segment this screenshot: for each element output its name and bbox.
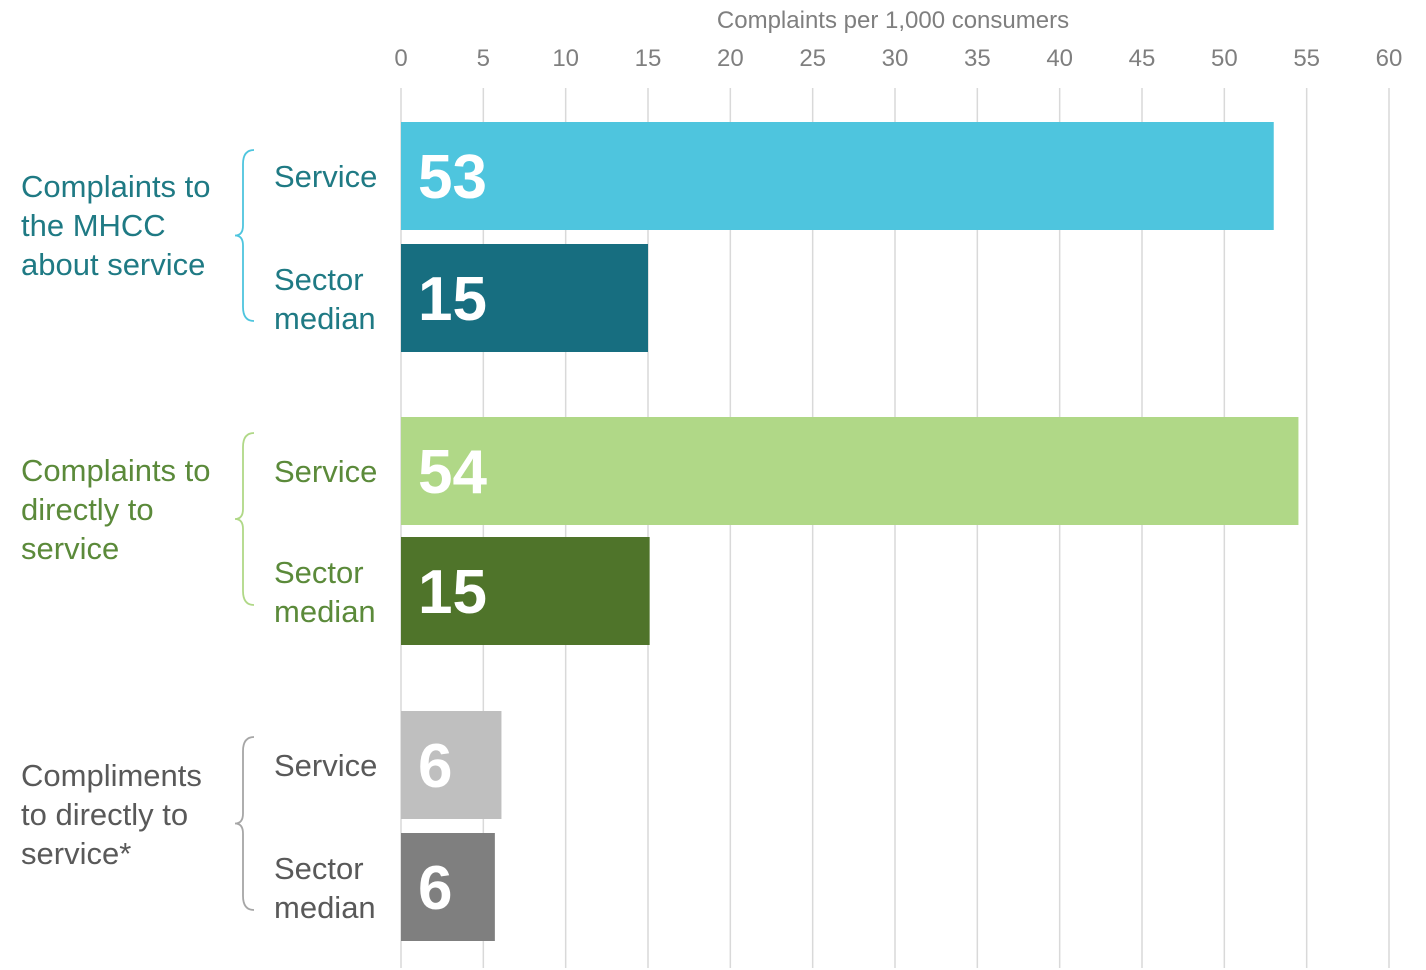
x-tick-label: 35 <box>964 45 991 72</box>
bar <box>401 122 1274 230</box>
bar-value-label: 54 <box>418 438 487 507</box>
group-brace <box>234 149 255 322</box>
x-tick-label: 45 <box>1129 45 1156 72</box>
x-tick-label: 60 <box>1376 45 1403 72</box>
x-tick-label: 15 <box>635 45 662 72</box>
bar-value-label: 6 <box>418 732 452 801</box>
group-brace <box>234 736 255 911</box>
x-tick-label: 25 <box>799 45 826 72</box>
x-tick-label: 10 <box>552 45 579 72</box>
bar-row-label: Service <box>274 159 377 194</box>
bar-groups: Complaints to the MHCC about service 53 Serv… <box>21 122 1299 941</box>
bar-group: Complaints to directly to service 54 Service… <box>21 417 1299 645</box>
bar-value-label: 15 <box>418 558 487 627</box>
group-brace <box>234 432 255 606</box>
x-tick-label: 0 <box>394 45 407 72</box>
group-label: Compliments to directly to service* <box>21 758 202 871</box>
bar <box>401 244 648 352</box>
x-tick-label: 50 <box>1211 45 1238 72</box>
bar-row-label: Service <box>274 454 377 489</box>
x-tick-label: 30 <box>882 45 909 72</box>
group-label: Complaints to directly to service <box>21 453 211 566</box>
bar-row-label: Sector median <box>274 851 376 925</box>
x-axis-ticks: 0 5 10 15 20 25 30 35 40 45 50 55 60 <box>394 45 1402 72</box>
x-tick-label: 20 <box>717 45 744 72</box>
bar <box>401 417 1299 525</box>
bar-row-label: Service <box>274 748 377 783</box>
x-tick-label: 55 <box>1293 45 1320 72</box>
bar <box>401 833 495 941</box>
bar-row-label: Sector median <box>274 262 376 336</box>
bar <box>401 537 650 645</box>
bar-row-label: Sector median <box>274 555 376 629</box>
bar-value-label: 53 <box>418 143 487 212</box>
bar-group: Complaints to the MHCC about service 53 Serv… <box>21 122 1274 352</box>
bar-group: Compliments to directly to service* 6 Servic… <box>21 711 502 941</box>
bar-value-label: 6 <box>418 854 452 923</box>
x-axis-title: Complaints per 1,000 consumers <box>717 7 1069 34</box>
bar <box>401 711 502 819</box>
x-tick-label: 40 <box>1046 45 1073 72</box>
group-label: Complaints to the MHCC about service <box>21 169 211 282</box>
gridlines <box>400 88 1390 968</box>
bar-value-label: 15 <box>418 265 487 334</box>
x-tick-label: 5 <box>477 45 490 72</box>
